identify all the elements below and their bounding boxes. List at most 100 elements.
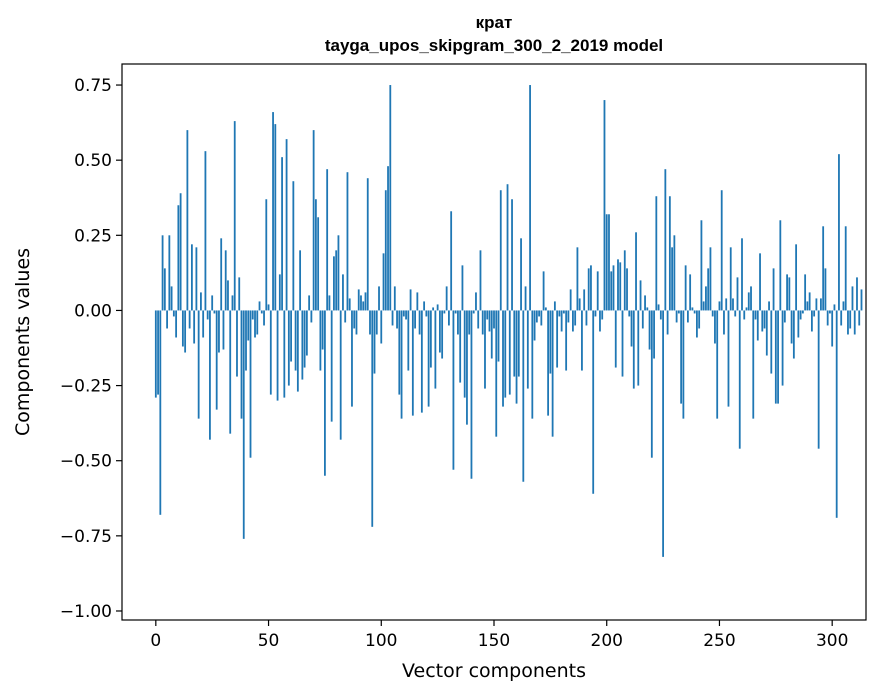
bar-200: [605, 214, 608, 311]
bar-249: [716, 310, 719, 419]
bar-119: [423, 301, 426, 311]
bar-17: [193, 310, 196, 344]
bar-143: [477, 310, 480, 329]
bar-175: [549, 310, 552, 374]
bar-105: [391, 310, 394, 326]
bar-233: [680, 310, 683, 404]
bar-267: [756, 310, 759, 341]
bar-220: [650, 310, 653, 458]
bar-14: [186, 130, 189, 311]
bar-65: [301, 310, 304, 380]
bar-90: [357, 289, 360, 311]
bar-210: [628, 310, 631, 317]
bar-271: [765, 310, 768, 356]
bar-42: [249, 310, 252, 458]
bar-91: [360, 295, 362, 311]
bar-293: [815, 298, 818, 311]
bar-275: [774, 310, 777, 404]
bar-163: [522, 310, 525, 482]
bar-206: [619, 262, 622, 311]
bar-162: [520, 238, 522, 311]
bar-2: [159, 310, 162, 515]
bar-104: [389, 85, 392, 311]
bar-6: [168, 235, 171, 311]
bar-59: [287, 310, 290, 386]
bar-11: [179, 193, 182, 311]
bar-9: [175, 310, 178, 338]
bar-299: [829, 310, 831, 314]
y-tick-label: 0.75: [74, 76, 112, 96]
bar-111: [405, 310, 407, 320]
bar-66: [303, 310, 306, 368]
bar-287: [801, 310, 804, 314]
bar-75: [324, 310, 326, 476]
bar-312: [858, 310, 861, 326]
bar-108: [398, 310, 401, 395]
bar-169: [535, 310, 538, 323]
bar-282: [790, 310, 793, 344]
bar-232: [677, 310, 680, 314]
bar-120: [425, 310, 428, 317]
bar-26: [213, 310, 216, 314]
y-axis-label: Components values: [12, 248, 34, 436]
bar-62: [294, 310, 297, 371]
bar-146: [484, 310, 486, 389]
bar-16: [190, 244, 193, 311]
bar-182: [565, 310, 568, 371]
bar-292: [813, 310, 816, 317]
bar-227: [666, 310, 669, 335]
bar-145: [481, 310, 484, 335]
bar-25: [211, 295, 214, 311]
bar-110: [402, 310, 405, 317]
bar-45: [256, 310, 259, 335]
bar-295: [820, 298, 822, 311]
bar-266: [754, 310, 757, 320]
bar-153: [499, 190, 502, 311]
bar-198: [601, 310, 604, 320]
bar-150: [493, 310, 495, 329]
bar-151: [495, 310, 498, 437]
bar-254: [727, 310, 730, 407]
bar-77: [328, 295, 331, 311]
bar-251: [720, 190, 723, 311]
bar-41: [247, 310, 250, 341]
bar-180: [560, 310, 563, 332]
bar-197: [599, 310, 601, 332]
bar-56: [281, 157, 283, 311]
bar-240: [696, 310, 698, 338]
bar-212: [632, 310, 635, 389]
bar-50: [267, 304, 270, 311]
x-tick-label: 300: [816, 631, 848, 651]
bar-93: [364, 292, 367, 311]
bar-20: [200, 292, 202, 311]
bar-21: [202, 310, 205, 338]
bar-30: [222, 310, 225, 350]
bar-288: [804, 274, 807, 311]
bar-161: [517, 310, 520, 377]
bar-133: [454, 310, 457, 314]
bar-82: [339, 310, 342, 440]
bar-238: [691, 307, 694, 311]
bar-270: [763, 310, 766, 329]
bar-217: [644, 295, 646, 311]
bar-159: [513, 310, 516, 377]
bar-221: [653, 310, 655, 359]
bar-129: [445, 286, 448, 311]
bar-269: [761, 310, 764, 332]
bar-285: [797, 310, 800, 338]
bar-101: [382, 253, 385, 311]
bar-137: [463, 310, 466, 398]
bar-239: [693, 310, 696, 314]
bar-40: [245, 310, 247, 371]
bar-262: [745, 307, 748, 311]
bar-236: [686, 310, 689, 323]
bar-86: [348, 298, 351, 311]
bar-294: [817, 310, 820, 449]
bar-7: [170, 286, 173, 311]
bar-61: [292, 181, 295, 311]
bar-311: [856, 277, 858, 311]
bar-190: [583, 289, 586, 311]
bar-298: [826, 310, 829, 326]
bar-121: [427, 310, 430, 407]
bar-18: [195, 247, 198, 311]
